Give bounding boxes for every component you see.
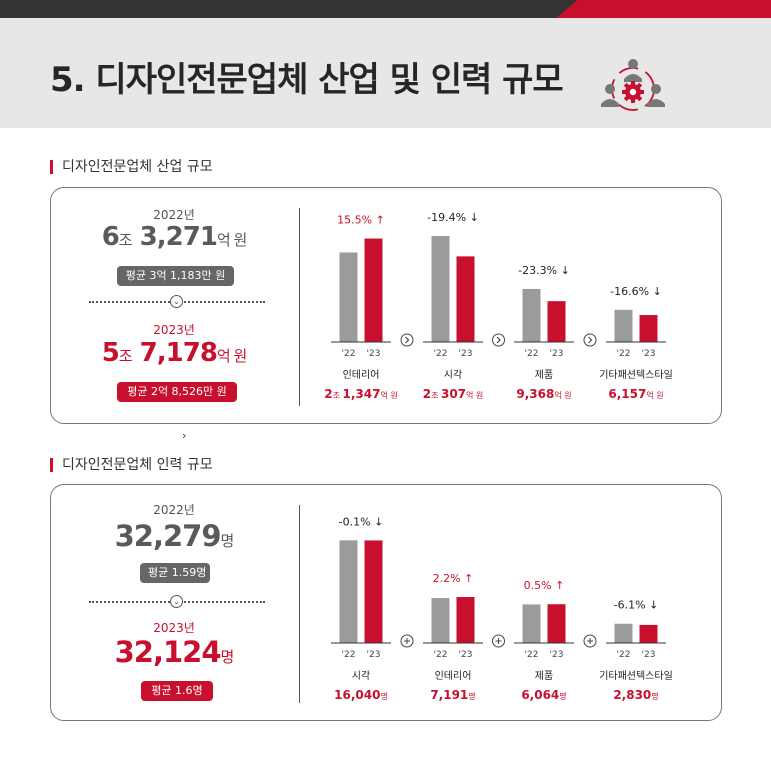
- tick-label: '22: [525, 349, 539, 359]
- industry-2023-value: 5조 7,178억 원: [101, 338, 248, 368]
- change-label: -6.1% ↓: [614, 599, 659, 612]
- tick-label: '22: [342, 650, 356, 660]
- category-label: 시각: [444, 369, 462, 381]
- bar-기타패션텍스타일-'23: [639, 315, 658, 342]
- category-label: 제품: [535, 670, 553, 682]
- total-label: 16,040명: [334, 688, 388, 702]
- tick-label: '22: [617, 650, 631, 660]
- total-label: 2조 1,347억 원: [324, 387, 398, 401]
- bar-인테리어-'22: [431, 598, 450, 643]
- bar-제품-'22: [522, 288, 541, 342]
- total-label: 2,830명: [613, 688, 658, 702]
- workforce-2023-avg-badge: 평균 1.6명: [141, 681, 213, 701]
- total-label: 7,191명: [430, 688, 475, 702]
- change-label: 15.5% ↑: [337, 214, 385, 227]
- bar-시각-'22: [339, 540, 358, 643]
- bar-시각-'22: [431, 235, 450, 342]
- bar-기타패션텍스타일-'22: [614, 623, 633, 643]
- bar-기타패션텍스타일-'22: [614, 309, 633, 342]
- workforce-2023-year: 2023년: [153, 621, 195, 635]
- total-label: 6,157억 원: [608, 387, 663, 401]
- chevron-glyph: [496, 336, 501, 344]
- tick-label: '23: [367, 650, 381, 660]
- chevron-right-icon: ›: [182, 429, 187, 442]
- tick-label: '23: [459, 349, 473, 359]
- panel-divider: [299, 208, 300, 406]
- page-title: 5. 디자인전문업체 산업 및 인력 규모: [50, 60, 564, 100]
- industry-2022-year: 2022년: [153, 208, 195, 222]
- bar-제품-'23: [547, 301, 566, 342]
- tick-label: '23: [367, 349, 381, 359]
- workforce-bar-chart: '22 '23 -0.1% ↓ 시각 16,040명 '22 '23 2.2% ↑ 인테리어 7,…: [331, 515, 673, 702]
- tick-label: '23: [642, 349, 656, 359]
- change-label: 2.2% ↑: [433, 572, 474, 585]
- chevron-glyph: [405, 336, 410, 344]
- industry-2023-year: 2023년: [153, 323, 195, 337]
- chevron-right-icon: [400, 333, 414, 347]
- change-label: -19.4% ↓: [427, 211, 479, 224]
- bar-인테리어-'23: [456, 597, 475, 643]
- people-gear-icon: [601, 59, 665, 111]
- industry-panel: 2022년 6조 3,271억 원 평균 3억 1,183만 원 ⌄ 2023년…: [50, 187, 722, 424]
- bar-인테리어-'22: [339, 252, 358, 342]
- workforce-2022-year: 2022년: [153, 503, 195, 517]
- change-label: 0.5% ↑: [524, 579, 565, 592]
- bar-인테리어-'23: [364, 238, 383, 342]
- tick-label: '23: [642, 650, 656, 660]
- tick-label: '23: [459, 650, 473, 660]
- bar-시각-'23: [364, 540, 383, 643]
- workforce-2022-avg-badge: 평균 1.59명: [140, 563, 210, 583]
- category-label: 인테리어: [435, 670, 472, 682]
- category-label: 제품: [535, 369, 553, 381]
- total-label: 2조 307억 원: [423, 387, 484, 401]
- bar-제품-'23: [547, 604, 566, 643]
- workforce-section-title: 디자인전문업체 인력 규모: [50, 458, 213, 472]
- workforce-2022-value: 32,279명: [114, 519, 235, 553]
- chevron-right-icon: [492, 333, 505, 347]
- workforce-panel: 2022년 32,279명 평균 1.59명 ⌄ 2023년 32,124명 평…: [50, 484, 722, 721]
- chevron-down-icon: ⌄: [170, 595, 183, 608]
- change-label: -0.1% ↓: [339, 515, 384, 528]
- category-label: 기타패션텍스타일: [599, 670, 673, 682]
- top-bar-accent: [556, 0, 771, 18]
- tick-label: '23: [550, 650, 564, 660]
- bar-제품-'22: [522, 604, 541, 643]
- industry-2022-value: 6조 3,271억 원: [101, 222, 248, 252]
- category-label: 시각: [352, 670, 370, 682]
- industry-2023-avg-badge: 평균 2억 8,526만 원: [117, 382, 237, 402]
- header-band: [0, 18, 771, 128]
- industry-section-title: 디자인전문업체 산업 규모: [50, 160, 213, 174]
- category-label: 인테리어: [343, 369, 380, 381]
- total-label: 9,368억 원: [516, 387, 571, 401]
- change-label: -16.6% ↓: [610, 285, 662, 298]
- tick-label: '22: [434, 349, 448, 359]
- chevron-right-icon: [583, 333, 597, 347]
- workforce-2023-value: 32,124명: [114, 635, 235, 669]
- tick-label: '22: [342, 349, 356, 359]
- tick-label: '23: [550, 349, 564, 359]
- chevron-down-icon: ⌄: [170, 295, 183, 308]
- tick-label: '22: [525, 650, 539, 660]
- panel-divider: [299, 505, 300, 703]
- category-label: 기타패션텍스타일: [599, 369, 673, 381]
- industry-bar-chart: '22 '23 15.5% ↑ 인테리어 2조 1,347억 원 '22 '23 -19.4%…: [324, 211, 673, 401]
- tick-label: '22: [617, 349, 631, 359]
- tick-label: '22: [434, 650, 448, 660]
- chevron-glyph: [588, 336, 593, 344]
- bar-시각-'23: [456, 256, 475, 342]
- total-label: 6,064명: [521, 688, 566, 702]
- industry-2022-avg-badge: 평균 3억 1,183만 원: [117, 266, 234, 286]
- change-label: -23.3% ↓: [518, 264, 570, 277]
- bar-기타패션텍스타일-'23: [639, 624, 658, 643]
